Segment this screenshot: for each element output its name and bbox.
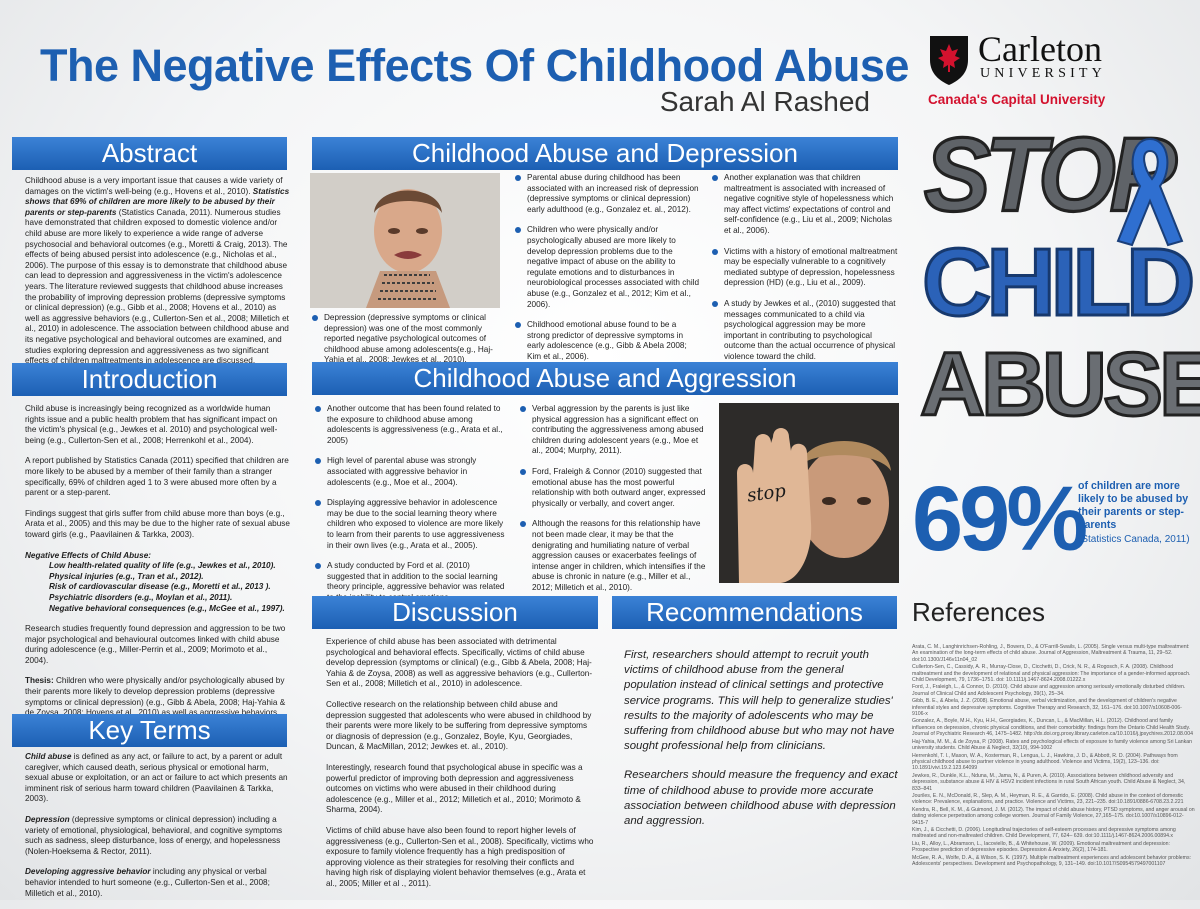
reference-item: Ford, J., Fraleigh, L., & Connor, D. (20… xyxy=(912,684,1186,697)
reference-item: Jouriles, E. N., McDonald, R., Slep, A. … xyxy=(912,792,1184,806)
stat-text: of children are more likely to be abused… xyxy=(1078,480,1189,531)
key-terms-heading: Key Terms xyxy=(12,714,287,747)
introduction-heading: Introduction xyxy=(12,363,287,396)
bullet-item: Victims with a history of emotional malt… xyxy=(712,247,900,289)
bullet-item: Children who were physically and/or psyc… xyxy=(515,225,700,310)
graphic-line-abuse: ABUSE xyxy=(918,334,1200,437)
reference-item: Arata, C. M., Langhinrichsen-Rohling, J.… xyxy=(912,644,1190,663)
depression-heading: Childhood Abuse and Depression xyxy=(312,137,898,170)
reference-item: Kim, J., & Cicchetti, D. (2006). Longitu… xyxy=(912,826,1176,840)
abstract-heading: Abstract xyxy=(12,137,287,170)
crying-child-photo xyxy=(310,173,500,308)
bullet-item: Childhood emotional abuse found to be a … xyxy=(515,320,700,362)
term-depression-definition: (depressive symptoms or clinical depress… xyxy=(25,814,283,856)
term-aggressive-behavior: Developing aggressive behavior xyxy=(25,867,151,877)
logo-name: Carleton xyxy=(978,29,1102,69)
bullet-item: A study by Jewkes et al., (2010) suggest… xyxy=(712,299,900,363)
recommendation-paragraph: Researchers should measure the frequency… xyxy=(624,769,898,828)
references-list: Arata, C. M., Langhinrichsen-Rohling, J.… xyxy=(912,644,1195,868)
thesis-label: Thesis: xyxy=(25,676,54,686)
negative-effect-item: Low health-related quality of life (e.g.… xyxy=(49,561,276,571)
key-terms-body: Child abuse is defined as any act, or fa… xyxy=(25,752,290,909)
stat-value: 69% xyxy=(912,468,1088,570)
stat-block: 69% of children are more likely to be ab… xyxy=(912,468,1197,580)
logo-university: UNIVERSITY xyxy=(980,66,1106,81)
introduction-body: Child abuse is increasingly being recogn… xyxy=(25,404,290,750)
aggression-column-1: Another outcome that has been found rela… xyxy=(315,404,505,614)
aggression-heading: Childhood Abuse and Aggression xyxy=(312,362,898,395)
stat-source: (Statistics Canada, 2011) xyxy=(1078,534,1190,545)
boy-stop-hand-photo: stop xyxy=(719,403,899,583)
negative-effect-item: Physical injuries (e.g., Tran et al., 20… xyxy=(49,571,204,581)
bullet-item: Another explanation was that children ma… xyxy=(712,173,900,237)
awareness-ribbon-icon xyxy=(1116,137,1184,247)
reference-item: Herrenkohl, T. I., Mason, W. A., Kosterm… xyxy=(912,752,1178,772)
bullet-item: Ford, Fraleigh & Connor (2010) suggested… xyxy=(520,467,708,509)
bullet-item: Although the reasons for this relationsh… xyxy=(520,519,708,593)
term-depression: Depression xyxy=(25,814,70,824)
discussion-paragraph: Interestingly, research found that psych… xyxy=(326,762,583,815)
intro-paragraph-3: Findings suggest that girls suffer from … xyxy=(25,508,290,539)
aggression-column-2: Verbal aggression by the parents is just… xyxy=(520,404,708,604)
negative-effect-item: Psychiatric disorders (e.g., Moylan et a… xyxy=(49,592,233,602)
recommendation-paragraph: First, researchers should attempt to rec… xyxy=(624,649,895,753)
recommendations-body: First, researchers should attempt to rec… xyxy=(624,648,899,829)
negative-effect-item: Negative behavioral consequences (e.g., … xyxy=(49,603,285,613)
depression-column-1: Parental abuse during childhood has been… xyxy=(515,173,700,373)
discussion-paragraph: Collective research on the relationship … xyxy=(326,699,592,752)
bullet-item: High level of parental abuse was strongl… xyxy=(315,456,505,488)
graphic-line-child: CHILD xyxy=(920,229,1196,336)
reference-item: Jewkes, R., Dunkle, K.L., Nduna, M., Jam… xyxy=(912,772,1186,792)
reference-item: Kendra, R., Bell, K. M., & Guimond, J. M… xyxy=(912,806,1195,826)
abstract-text-1: Childhood abuse is a very important issu… xyxy=(25,176,283,196)
shield-icon xyxy=(930,36,968,85)
abstract-highlight: Statistics shows that 69% of children ar… xyxy=(25,186,290,217)
references-heading: References xyxy=(912,597,1045,627)
abstract-text-2: (Statistics Canada, 2011). Numerous stud… xyxy=(25,207,289,376)
recommendations-heading: Recommendations xyxy=(612,596,897,629)
abstract-body: Childhood abuse is a very important issu… xyxy=(25,176,290,377)
reference-item: Haj-Yahia, M. M., & de Zoysa, P. (2008).… xyxy=(912,738,1192,752)
discussion-paragraph: Victims of child abuse have also been fo… xyxy=(326,825,594,888)
reference-item: Gonzalez, A., Boyle, M.H., Kyu, H.H., Ge… xyxy=(912,718,1193,738)
reference-item: Liu, R., Alloy, L., Abramson, L., Iacovi… xyxy=(912,840,1170,854)
depression-column-2: Another explanation was that children ma… xyxy=(712,173,900,373)
author-name: Sarah Al Rashed xyxy=(659,86,870,117)
discussion-heading: Discussion xyxy=(312,596,598,629)
intro-paragraph-1: Child abuse is increasingly being recogn… xyxy=(25,404,278,445)
intro-paragraph-2: A report published by Statistics Canada … xyxy=(25,456,289,498)
logo-tagline: Canada's Capital University xyxy=(928,92,1106,107)
poster-title: The Negative Effects Of Childhood Abuse xyxy=(40,40,909,91)
intro-paragraph-4: Research studies frequently found depres… xyxy=(25,624,286,665)
term-child-abuse: Child abuse xyxy=(25,752,72,761)
bullet-item: Another outcome that has been found rela… xyxy=(315,404,505,446)
reference-item: Gibb, B. E., & Abela, J. Z. (2008). Emot… xyxy=(912,698,1182,718)
negative-effects-heading: Negative Effects of Child Abuse: xyxy=(25,550,152,560)
reference-item: Cullerton-Sen, C., Cassidy, A. R., Murra… xyxy=(912,664,1191,684)
discussion-paragraph: Experience of child abuse has been assoc… xyxy=(326,637,593,689)
carleton-logo: Carleton UNIVERSITY Canada's Capital Uni… xyxy=(928,29,1188,110)
bullet-item: Displaying aggressive behavior in adoles… xyxy=(315,498,505,551)
term-aggressive-behavior-definition: including any physical or verbal behavio… xyxy=(25,867,270,898)
reference-item: McGee, R. A., Wolfe, D. A., & Wilson, S.… xyxy=(912,854,1192,867)
discussion-body: Experience of child abuse has been assoc… xyxy=(326,637,594,899)
negative-effect-item: Risk of cardiovascular disease (e.g., Mo… xyxy=(49,582,271,592)
depression-photo-caption: Depression (depressive symptoms or clini… xyxy=(312,313,504,376)
bullet-item: Verbal aggression by the parents is just… xyxy=(520,404,708,457)
stop-child-abuse-graphic: STOP CHILD ABUSE xyxy=(918,121,1200,470)
bullet-item: Parental abuse during childhood has been… xyxy=(515,173,700,215)
term-child-abuse-definition: is defined as any act, or failure to act… xyxy=(25,752,288,804)
